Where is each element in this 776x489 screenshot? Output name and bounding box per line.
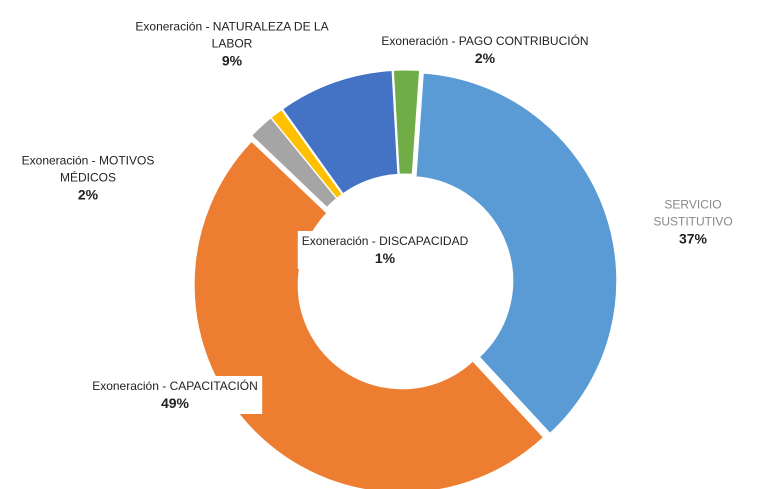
slice — [193, 140, 545, 489]
slice — [281, 70, 399, 195]
category-label: Exoneración - CAPACITACIÓN — [92, 379, 258, 393]
value-label: 1% — [374, 250, 396, 266]
data-label: SERVICIO SUSTITUTIVO 37% — [649, 194, 737, 250]
category-label: Exoneración - DISCAPACIDAD — [301, 234, 469, 248]
category-label: SERVICIO SUSTITUTIVO — [653, 197, 733, 229]
value-label: 9% — [221, 52, 243, 69]
slice — [270, 108, 343, 199]
data-label: Exoneración - PAGO CONTRIBUCIÓN 2% — [377, 31, 593, 69]
category-label: Exoneración - PAGO CONTRIBUCIÓN — [381, 34, 589, 48]
data-label: Exoneración - CAPACITACIÓN 49% — [88, 376, 262, 414]
value-label: 37% — [678, 230, 708, 247]
data-label: Exoneración - MOTIVOS MÉDICOS 2% — [4, 150, 172, 206]
data-label: Exoneración - NATURALEZA DE LA LABOR 9% — [128, 16, 336, 72]
data-label: Exoneración - DISCAPACIDAD 1% — [297, 231, 473, 269]
category-label: Exoneración - NATURALEZA DE LA LABOR — [135, 19, 329, 51]
value-label: 49% — [160, 395, 190, 411]
value-label: 2% — [474, 50, 496, 66]
category-label: Exoneración - MOTIVOS MÉDICOS — [21, 153, 155, 185]
slice — [415, 72, 618, 434]
slice — [392, 69, 421, 175]
value-label: 2% — [77, 186, 99, 203]
